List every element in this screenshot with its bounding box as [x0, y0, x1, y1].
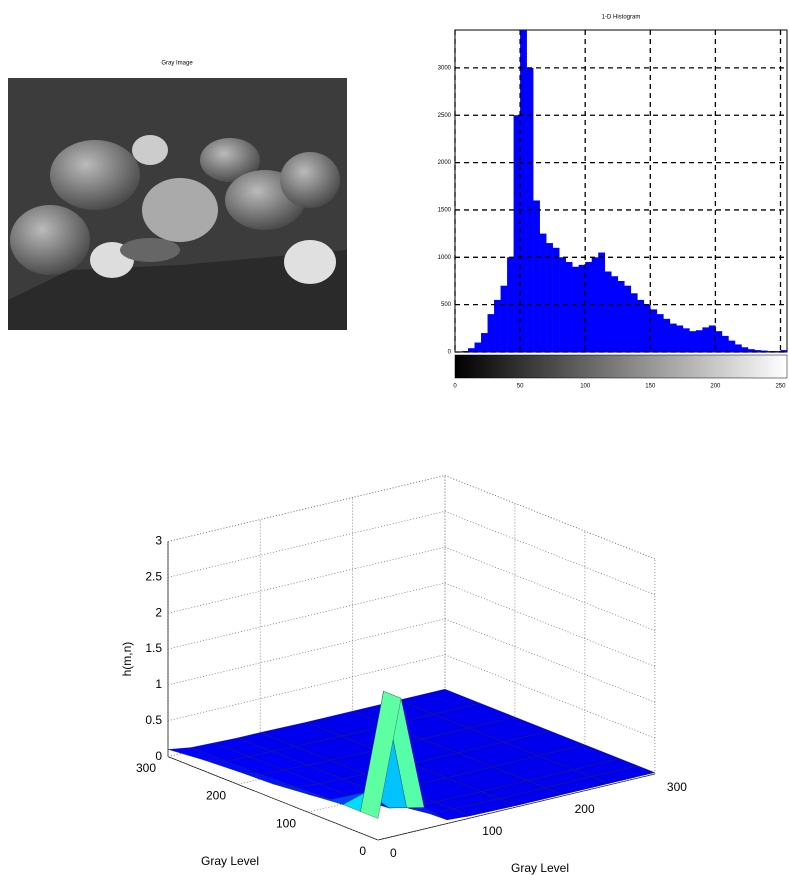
bar — [481, 333, 488, 352]
bar — [702, 327, 710, 352]
grid-line — [377, 773, 655, 841]
bar — [604, 271, 612, 352]
bar — [513, 115, 521, 352]
grid-line — [167, 654, 445, 722]
y-tick-label: 2000 — [438, 160, 452, 166]
z-tick-label: 2.5 — [145, 570, 162, 584]
grid-line — [167, 546, 445, 614]
bar — [468, 348, 475, 352]
m-tick-label: 0 — [359, 844, 366, 858]
bar — [591, 257, 599, 352]
y-tick-label: 1000 — [438, 255, 452, 261]
z-tick-label: 0 — [155, 749, 162, 763]
m-tick-label: 200 — [206, 789, 226, 803]
grid-line — [444, 582, 656, 667]
colorbar — [454, 354, 788, 379]
grid-line — [444, 510, 656, 596]
surface-plot: 00.511.522.5301002003000100200300h(m,n)G… — [120, 475, 687, 875]
bar — [741, 347, 749, 352]
histogram-bars — [461, 30, 787, 352]
y-tick-label: 1500 — [438, 208, 452, 214]
bar — [695, 330, 703, 352]
bar — [676, 325, 684, 352]
x-tick-label: 0 — [453, 384, 457, 390]
z-tick-label: 3 — [155, 534, 162, 548]
bar — [754, 350, 762, 352]
y-tick-label: 2500 — [438, 113, 452, 119]
axis-line — [167, 756, 379, 841]
bar — [624, 285, 632, 352]
bar — [585, 262, 593, 352]
n-axis-label: Gray Level — [511, 861, 569, 875]
z-axis-label: h(m,n) — [120, 642, 134, 677]
n-tick-label: 200 — [575, 802, 595, 816]
bar — [715, 331, 723, 352]
grid-line — [444, 475, 656, 560]
bar — [539, 233, 547, 352]
bar — [760, 350, 768, 352]
x-tick-label: 250 — [775, 384, 786, 390]
bar — [637, 299, 645, 352]
bar — [643, 304, 651, 352]
z-tick-label: 2 — [155, 605, 162, 619]
bar — [487, 314, 495, 352]
z-tick-label: 1 — [155, 677, 162, 691]
bar — [559, 257, 566, 352]
bar — [773, 351, 781, 352]
bar — [533, 200, 540, 352]
bar — [598, 252, 606, 352]
bar — [578, 264, 586, 352]
x-tick-label: 100 — [580, 384, 591, 390]
m-tick-label: 300 — [136, 761, 156, 775]
grid-line — [167, 582, 445, 650]
bar — [669, 323, 677, 352]
bar — [708, 325, 716, 352]
gray-image — [8, 78, 347, 330]
grid-line — [167, 618, 445, 686]
bar — [520, 30, 527, 352]
y-tick-label: 500 — [441, 302, 452, 308]
bar — [552, 247, 560, 352]
bar — [617, 280, 625, 352]
y-tick-label: 0 — [448, 350, 452, 356]
bar — [650, 309, 658, 352]
histogram-title: 1-D Histogram — [602, 15, 641, 21]
bar — [682, 328, 690, 352]
x-tick-label: 50 — [517, 384, 524, 390]
surface-patch — [360, 691, 402, 819]
bar — [494, 299, 501, 352]
bar — [721, 335, 729, 352]
m-tick-label: 100 — [276, 816, 296, 830]
bar — [546, 243, 553, 352]
m-axis-label: Gray Level — [201, 854, 259, 868]
x-tick-label: 200 — [710, 384, 721, 390]
grid-line — [167, 475, 445, 542]
bar — [565, 262, 573, 352]
x-tick-label: 150 — [645, 384, 656, 390]
bar — [500, 285, 508, 352]
bar — [474, 342, 482, 352]
n-tick-label: 300 — [667, 780, 687, 794]
bar — [611, 276, 619, 352]
bar — [572, 266, 579, 352]
bar — [656, 314, 664, 352]
bar — [630, 293, 638, 352]
n-tick-label: 100 — [482, 824, 502, 838]
image-title: Gray Image — [161, 61, 193, 67]
bar — [734, 344, 742, 352]
z-tick-label: 0.5 — [145, 713, 162, 727]
bar — [728, 340, 736, 352]
z-tick-label: 1.5 — [145, 641, 162, 655]
bar — [747, 349, 755, 352]
n-tick-label: 0 — [390, 846, 397, 860]
bar — [689, 331, 697, 352]
grid-line — [167, 510, 445, 578]
grid-line — [444, 618, 656, 703]
y-tick-label: 3000 — [438, 65, 452, 71]
bar — [780, 350, 787, 352]
bar — [663, 318, 671, 352]
grid-line — [444, 546, 656, 631]
